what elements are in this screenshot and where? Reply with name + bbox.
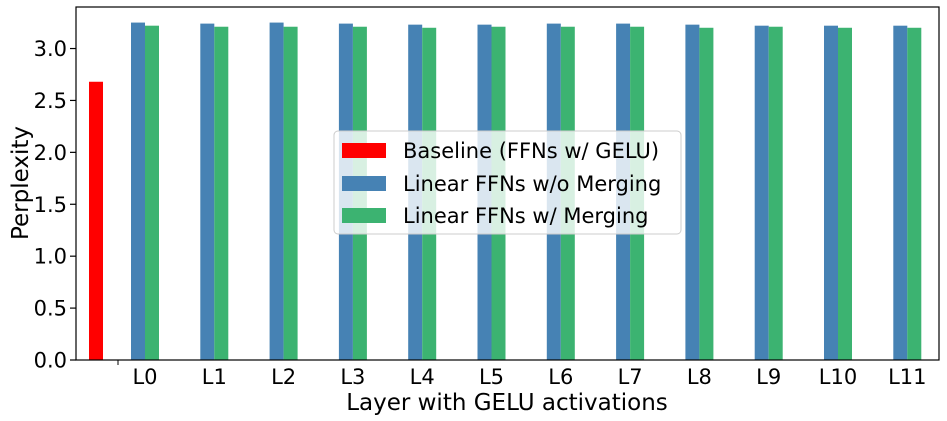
x-axis: L0 L1 L2 L3 L4 L5 L6 L7 L8 L9 L10 L11 xyxy=(117,360,927,389)
x-tick-label-L11: L11 xyxy=(888,365,926,389)
legend-label-series-1: Linear FFNs w/ Merging xyxy=(403,204,648,228)
bar-series-1-L11 xyxy=(907,27,922,360)
bar-series-0-L9 xyxy=(754,25,769,361)
bar-series-0-L1 xyxy=(200,23,215,361)
bar-series-0-L11 xyxy=(893,25,908,361)
plot-frame xyxy=(75,6,940,361)
bar-series-1-L10 xyxy=(838,27,852,360)
y-axis: 0.0 0.5 1.0 1.5 2.0 2.5 3.0 xyxy=(34,37,76,373)
legend-label-series-0: Linear FFNs w/o Merging xyxy=(403,172,661,196)
legend-swatch-series-1 xyxy=(342,208,386,223)
x-tick-label-L3: L3 xyxy=(340,365,365,389)
y-tick-label: 0.0 xyxy=(34,349,67,373)
x-tick-label-L10: L10 xyxy=(819,365,857,389)
bar-series-1-L1 xyxy=(214,26,229,360)
y-tick-label: 2.0 xyxy=(34,141,67,165)
bar-series-1-L8 xyxy=(699,27,714,360)
x-tick-label-L4: L4 xyxy=(410,365,435,389)
legend-label-baseline: Baseline (FFNs w/ GELU) xyxy=(403,139,659,163)
x-tick-label-L6: L6 xyxy=(548,365,573,389)
legend-box xyxy=(333,130,682,235)
bar-series-0-L2 xyxy=(269,22,284,361)
y-tick-label: 2.5 xyxy=(34,89,67,113)
x-tick-label-L5: L5 xyxy=(479,365,504,389)
x-tick-label-L1: L1 xyxy=(202,365,227,389)
bar-series-0-L0 xyxy=(131,22,145,361)
y-axis-label: Perplexity xyxy=(8,126,34,240)
bar-series-1-L9 xyxy=(768,26,783,360)
legend: Baseline (FFNs w/ GELU) Linear FFNs w/o … xyxy=(333,130,682,235)
x-tick-label-L9: L9 xyxy=(756,365,781,389)
y-tick-label: 1.0 xyxy=(34,245,67,269)
x-tick-label-L7: L7 xyxy=(618,365,643,389)
legend-swatch-series-0 xyxy=(342,176,386,191)
x-axis-label: Layer with GELU activations xyxy=(346,390,668,416)
y-tick-label: 3.0 xyxy=(34,37,67,61)
bar-series-1-L0 xyxy=(145,25,159,361)
y-tick-label: 1.5 xyxy=(34,193,67,217)
x-tick-label-L0: L0 xyxy=(132,365,157,389)
bar-series-0-L10 xyxy=(824,25,838,361)
x-tick-label-L2: L2 xyxy=(271,365,296,389)
y-tick-label: 0.5 xyxy=(34,297,67,321)
legend-swatch-baseline xyxy=(342,143,386,158)
x-tick-label-L8: L8 xyxy=(687,365,712,389)
bar-series-1-L2 xyxy=(283,26,298,360)
baseline-bar xyxy=(89,81,103,361)
bars-group xyxy=(89,22,922,361)
bar-series-0-L8 xyxy=(685,24,700,361)
